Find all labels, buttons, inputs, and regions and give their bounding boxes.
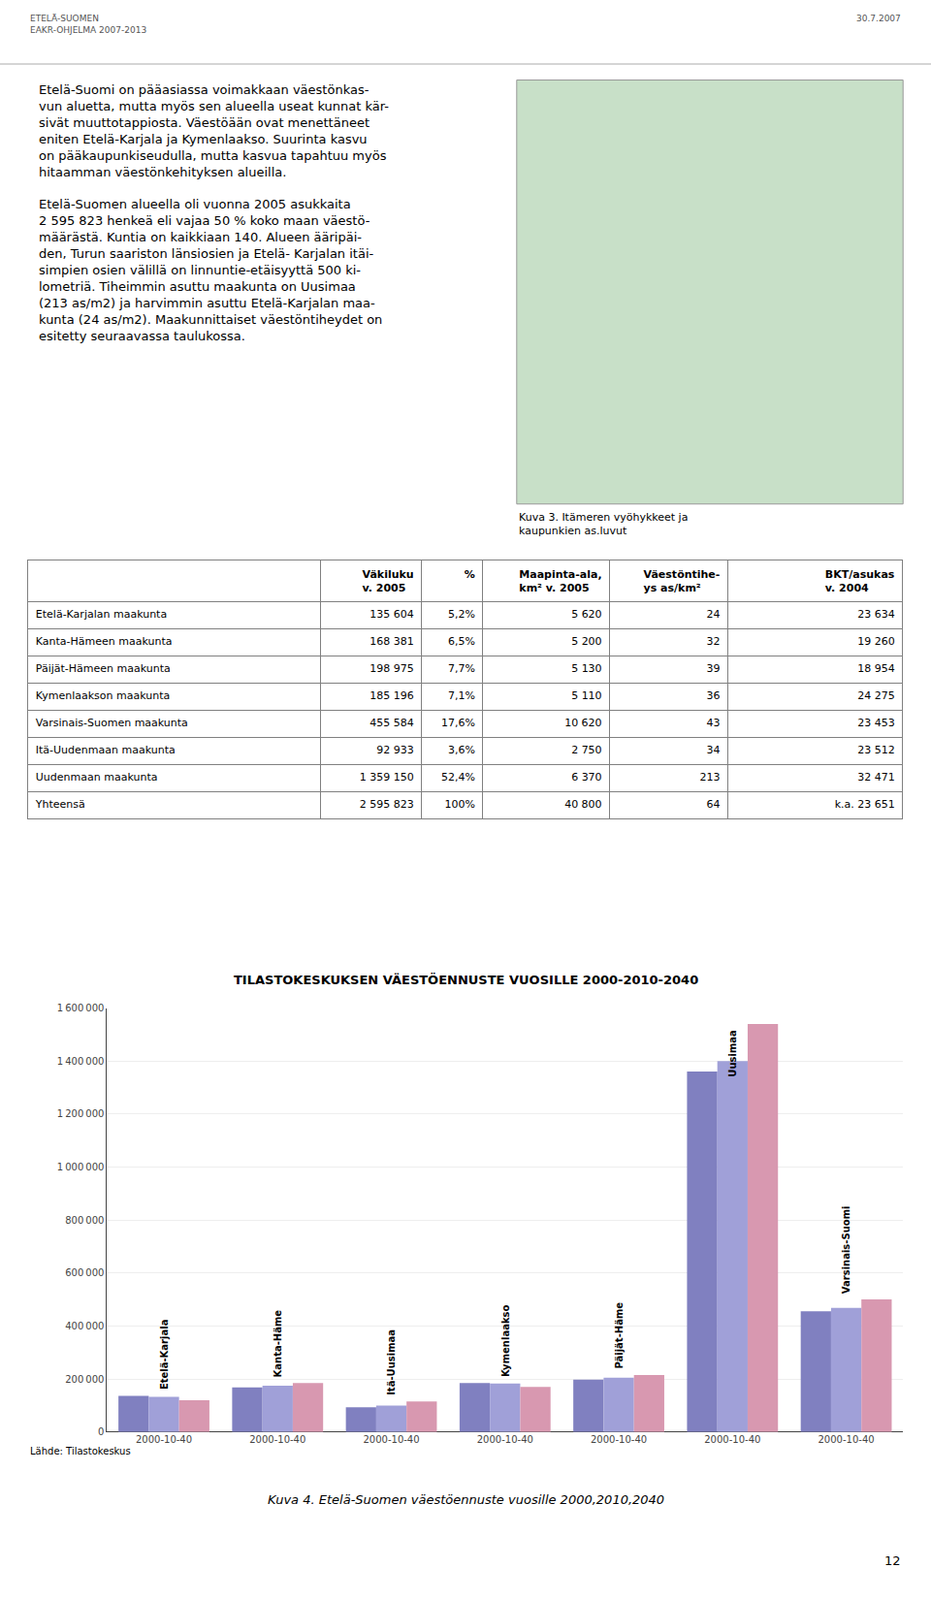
svg-text:Väkilukuv. 2005: Väkilukuv. 2005	[362, 568, 415, 595]
svg-text:43: 43	[706, 716, 720, 730]
svg-text:5,2%: 5,2%	[448, 608, 476, 621]
svg-text:52,4%: 52,4%	[441, 770, 476, 784]
svg-text:5 130: 5 130	[571, 662, 603, 675]
svg-text:10 620: 10 620	[564, 716, 603, 730]
svg-text:Kymenlaakson maakunta: Kymenlaakson maakunta	[35, 689, 170, 703]
svg-text:5 110: 5 110	[571, 689, 603, 703]
svg-text:34: 34	[706, 743, 720, 757]
svg-text:Kuva 3. Itämeren vyöhykkeet ja: Kuva 3. Itämeren vyöhykkeet jakaupunkien…	[518, 511, 688, 538]
svg-text:400 000: 400 000	[64, 1320, 104, 1332]
svg-text:1 400 000: 1 400 000	[57, 1056, 105, 1067]
svg-text:2000-10-40: 2000-10-40	[249, 1434, 306, 1445]
svg-text:39: 39	[706, 662, 720, 675]
svg-text:7,1%: 7,1%	[448, 689, 476, 703]
svg-text:17,6%: 17,6%	[441, 716, 476, 730]
svg-text:6,5%: 6,5%	[448, 635, 476, 648]
svg-text:12: 12	[884, 1553, 901, 1569]
svg-text:Kanta-Häme: Kanta-Häme	[272, 1310, 284, 1379]
svg-text:5 200: 5 200	[571, 635, 603, 648]
svg-text:2000-10-40: 2000-10-40	[590, 1434, 647, 1445]
svg-text:36: 36	[706, 689, 720, 703]
svg-text:64: 64	[706, 798, 720, 811]
svg-text:2000-10-40: 2000-10-40	[477, 1434, 534, 1445]
svg-text:Päijät-Hämeen maakunta: Päijät-Hämeen maakunta	[35, 662, 171, 675]
svg-text:24: 24	[706, 608, 720, 621]
svg-text:1 359 150: 1 359 150	[359, 770, 415, 784]
svg-text:32 471: 32 471	[857, 770, 896, 784]
svg-text:19 260: 19 260	[857, 635, 896, 648]
svg-text:185 196: 185 196	[369, 689, 415, 703]
svg-text:k.a. 23 651: k.a. 23 651	[834, 798, 896, 811]
svg-text:BKT/asukasv. 2004: BKT/asukasv. 2004	[825, 568, 896, 595]
svg-text:23 634: 23 634	[857, 608, 896, 621]
svg-text:24 275: 24 275	[857, 689, 896, 703]
svg-text:23 512: 23 512	[857, 743, 896, 757]
svg-text:Etelä-Karjalan maakunta: Etelä-Karjalan maakunta	[35, 608, 167, 621]
svg-text:2000-10-40: 2000-10-40	[704, 1434, 761, 1445]
svg-text:3,6%: 3,6%	[448, 743, 476, 757]
svg-text:168 381: 168 381	[369, 635, 415, 648]
svg-text:40 800: 40 800	[564, 798, 603, 811]
svg-text:ETELÄ-SUOMENEAKR-OHJELMA 2007-: ETELÄ-SUOMENEAKR-OHJELMA 2007-2013	[30, 13, 147, 35]
svg-text:Etelä-Karjala: Etelä-Karjala	[159, 1319, 170, 1391]
svg-text:Varsinais-Suomi: Varsinais-Suomi	[840, 1205, 852, 1294]
svg-text:213: 213	[699, 770, 720, 784]
svg-text:18 954: 18 954	[857, 662, 896, 675]
svg-text:1 600 000: 1 600 000	[57, 1002, 105, 1014]
svg-text:Maapinta-ala,km² v. 2005: Maapinta-ala,km² v. 2005	[518, 568, 602, 595]
svg-text:30.7.2007: 30.7.2007	[856, 13, 901, 24]
svg-text:Itä-Uudenmaan maakunta: Itä-Uudenmaan maakunta	[35, 743, 176, 757]
svg-text:TILASTOKESKUKSEN VÄESTÖENNUSTE: TILASTOKESKUKSEN VÄESTÖENNUSTE VUOSILLE …	[233, 972, 699, 988]
svg-text:5 620: 5 620	[571, 608, 603, 621]
svg-text:Yhteensä: Yhteensä	[34, 798, 86, 811]
svg-text:1 200 000: 1 200 000	[57, 1108, 105, 1120]
svg-text:92 933: 92 933	[376, 743, 415, 757]
svg-text:2000-10-40: 2000-10-40	[362, 1434, 419, 1445]
svg-text:6 370: 6 370	[571, 770, 603, 784]
svg-text:23 453: 23 453	[857, 716, 896, 730]
svg-text:Kymenlaakso: Kymenlaakso	[500, 1305, 512, 1378]
svg-text:455 584: 455 584	[369, 716, 415, 730]
svg-text:2 595 823: 2 595 823	[359, 798, 415, 811]
svg-text:Varsinais-Suomen maakunta: Varsinais-Suomen maakunta	[35, 716, 189, 730]
svg-text:2000-10-40: 2000-10-40	[818, 1434, 875, 1445]
svg-text:Väestöntihe-ys as/km²: Väestöntihe-ys as/km²	[643, 568, 721, 595]
svg-text:100%: 100%	[444, 798, 475, 811]
svg-text:2000-10-40: 2000-10-40	[135, 1434, 193, 1445]
svg-text:135 604: 135 604	[369, 608, 415, 621]
svg-text:198 975: 198 975	[369, 662, 415, 675]
svg-text:2 750: 2 750	[571, 743, 603, 757]
svg-text:Uudenmaan maakunta: Uudenmaan maakunta	[35, 770, 159, 784]
svg-text:0: 0	[97, 1426, 104, 1438]
svg-text:Kuva 4. Etelä-Suomen väestöenn: Kuva 4. Etelä-Suomen väestöennuste vuosi…	[267, 1492, 665, 1508]
svg-text:800 000: 800 000	[64, 1215, 104, 1226]
svg-text:Etelä-Suomi on pääasiassa voim: Etelä-Suomi on pääasiassa voimakkaan väe…	[38, 82, 389, 344]
svg-text:Kanta-Hämeen maakunta: Kanta-Hämeen maakunta	[35, 635, 173, 648]
svg-text:600 000: 600 000	[64, 1267, 104, 1279]
svg-text:Uusimaa: Uusimaa	[727, 1029, 739, 1078]
svg-text:%: %	[464, 568, 476, 581]
svg-text:7,7%: 7,7%	[448, 662, 476, 675]
svg-text:1 000 000: 1 000 000	[57, 1161, 105, 1173]
svg-text:32: 32	[706, 635, 720, 648]
svg-text:Päijät-Häme: Päijät-Häme	[613, 1302, 625, 1370]
svg-text:200 000: 200 000	[64, 1374, 104, 1385]
svg-text:Itä-Uusimaa: Itä-Uusimaa	[385, 1329, 397, 1396]
svg-text:Lähde: Tilastokeskus: Lähde: Tilastokeskus	[30, 1445, 131, 1457]
